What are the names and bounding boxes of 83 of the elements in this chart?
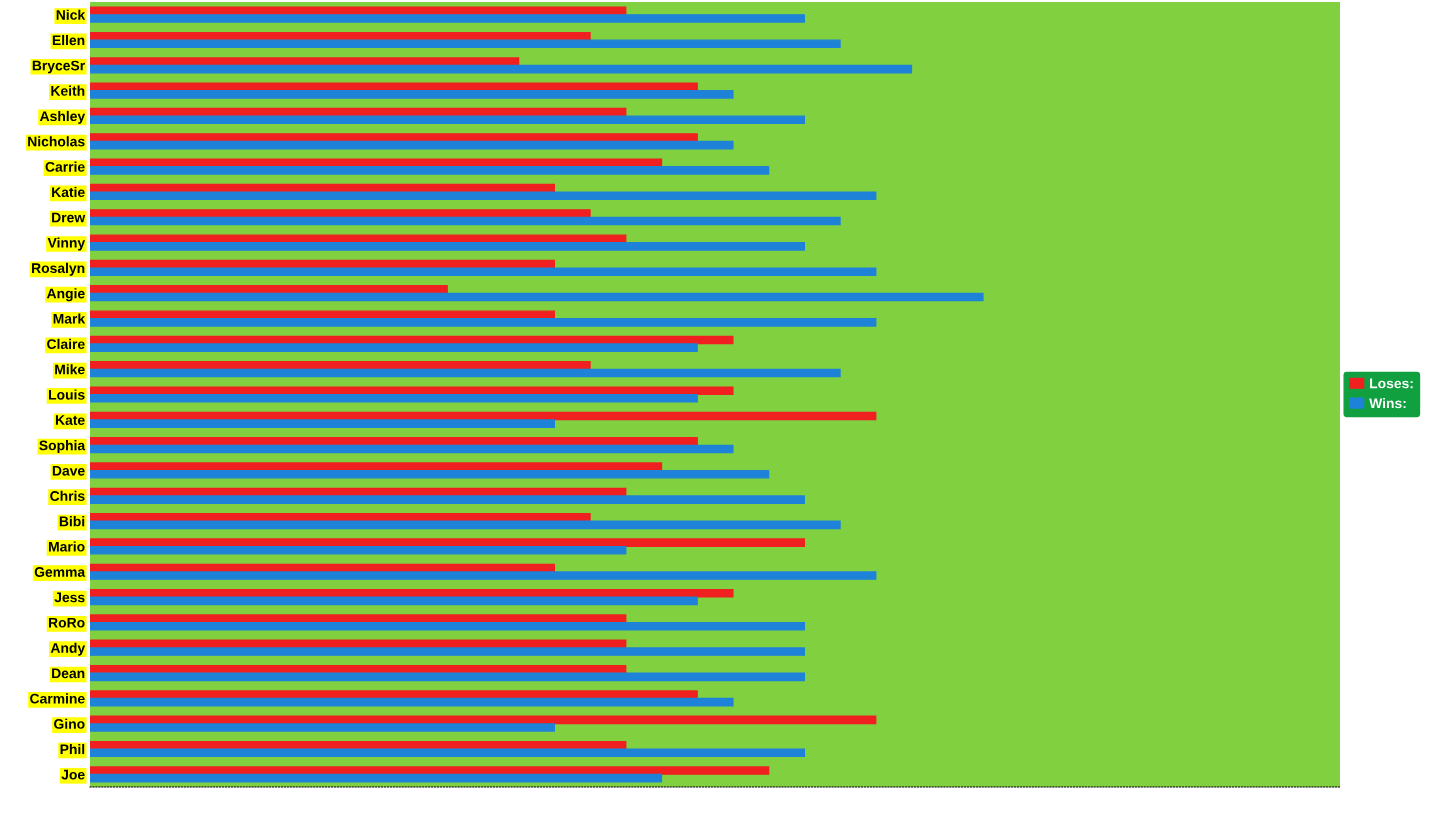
- y-tick-label: Vinny: [47, 237, 86, 251]
- bar: [90, 166, 770, 175]
- y-tick-label: Carmine: [30, 693, 85, 704]
- y-tick-label: Phil: [60, 743, 85, 755]
- y-tick-label: Andy: [50, 642, 86, 656]
- y-tick-label: Dean: [52, 668, 85, 679]
- bar: [90, 596, 698, 606]
- bar: [90, 513, 591, 522]
- bar: [90, 158, 663, 168]
- legend-label: Loses:: [1370, 378, 1413, 389]
- bar: [90, 740, 627, 750]
- bar: [90, 216, 841, 226]
- bar: [90, 520, 841, 530]
- y-tick-label: Katie: [52, 186, 85, 198]
- bar: [90, 393, 698, 403]
- y-tick-label: Sophia: [39, 440, 86, 454]
- bar: [90, 462, 663, 471]
- y-tick-label: Louis: [49, 389, 85, 400]
- bar: [90, 419, 555, 428]
- bar: [90, 39, 841, 49]
- y-tick-label: Mark: [53, 313, 86, 324]
- bar: [90, 64, 913, 74]
- y-tick-label: Mike: [55, 364, 85, 375]
- bar: [90, 664, 627, 674]
- bar: [90, 90, 734, 99]
- bar: [90, 285, 448, 294]
- bar: [90, 343, 698, 352]
- bar: [90, 672, 805, 682]
- bar: [90, 292, 984, 302]
- bar: [90, 310, 555, 320]
- bar: [90, 614, 627, 623]
- bar: [90, 588, 734, 598]
- bar: [90, 545, 627, 555]
- y-tick-label: Ellen: [52, 34, 85, 46]
- y-tick-label: Gemma: [34, 567, 86, 577]
- bar: [90, 621, 805, 631]
- y-tick-label: RoRo: [49, 617, 85, 628]
- y-tick-label: Jess: [54, 592, 85, 603]
- y-tick-label: Joe: [61, 769, 85, 780]
- bar: [90, 361, 591, 370]
- y-tick-label: Angie: [46, 288, 85, 302]
- y-tick-label: Keith: [51, 85, 85, 96]
- y-tick-label: BryceSr: [32, 60, 85, 74]
- bar: [90, 437, 698, 446]
- bar: [90, 115, 805, 125]
- bar: [90, 538, 805, 547]
- bar: [90, 209, 591, 218]
- bar: [90, 386, 734, 396]
- y-tick-label: Kate: [55, 415, 85, 425]
- y-tick-label: Drew: [52, 212, 86, 223]
- bar: [90, 773, 663, 783]
- bar: [90, 723, 555, 732]
- y-tick-label: Bibi: [59, 516, 85, 527]
- legend-label: Wins:: [1369, 397, 1406, 409]
- y-tick-label: Carrie: [45, 161, 85, 172]
- y-tick-label: Nicholas: [28, 136, 85, 147]
- y-tick-label: Ashley: [39, 110, 86, 124]
- y-tick-label: Claire: [47, 338, 85, 350]
- bar: [90, 690, 698, 699]
- bar: [90, 234, 627, 244]
- bar: [90, 318, 877, 327]
- bar: [90, 140, 734, 150]
- y-tick-label: Mario: [49, 541, 85, 552]
- bar: [90, 697, 734, 707]
- y-tick-label: Gino: [54, 718, 85, 729]
- bar: [90, 57, 520, 66]
- bar: [90, 571, 877, 580]
- bar: [90, 444, 734, 454]
- bar: [90, 469, 770, 479]
- y-tick-label: Dave: [52, 465, 85, 476]
- bar: [90, 647, 805, 656]
- bar: [90, 495, 805, 504]
- bar: [90, 242, 805, 251]
- bar: [90, 191, 877, 201]
- bar: [90, 133, 698, 142]
- y-tick-label: Rosalyn: [32, 262, 85, 276]
- y-tick-label: Chris: [50, 490, 85, 501]
- bar: [90, 766, 770, 775]
- bar: [90, 368, 841, 378]
- y-tick-label: Nick: [56, 9, 86, 20]
- bar: [90, 267, 877, 276]
- bar: [90, 14, 805, 23]
- bar: [90, 748, 805, 758]
